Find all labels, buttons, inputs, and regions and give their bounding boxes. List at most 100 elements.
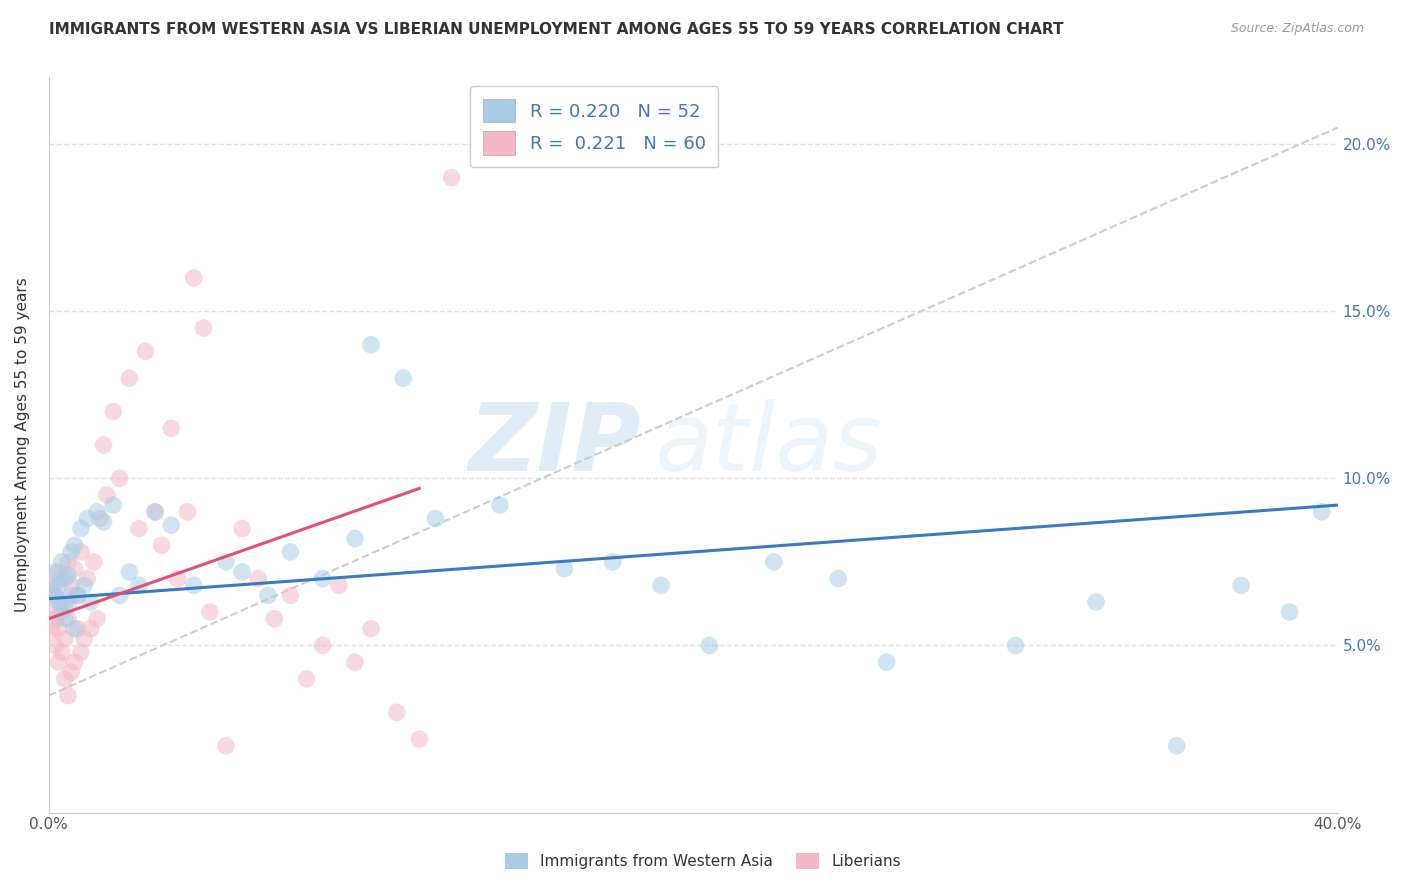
Point: [103, 404, 125, 418]
Point: [41, 578, 63, 592]
Point: [602, 555, 624, 569]
Point: [231, 565, 253, 579]
Point: [51, 555, 73, 569]
Point: [160, 421, 183, 435]
Point: [44, 639, 66, 653]
Point: [143, 505, 166, 519]
Point: [73, 632, 96, 646]
Point: [231, 522, 253, 536]
Point: [48, 655, 70, 669]
Point: [76, 572, 98, 586]
Point: [48, 578, 70, 592]
Point: [60, 545, 83, 559]
Point: [41, 622, 63, 636]
Point: [56, 689, 79, 703]
Point: [79, 595, 101, 609]
Point: [408, 732, 430, 747]
Point: [360, 337, 382, 351]
Point: [183, 271, 205, 285]
Point: [53, 572, 76, 586]
Point: [48, 565, 70, 579]
Point: [53, 595, 76, 609]
Point: [56, 612, 79, 626]
Point: [56, 568, 79, 582]
Point: [280, 545, 302, 559]
Point: [1085, 595, 1108, 609]
Point: [63, 622, 86, 636]
Point: [86, 505, 108, 519]
Point: [76, 511, 98, 525]
Point: [295, 672, 318, 686]
Point: [160, 518, 183, 533]
Point: [176, 505, 198, 519]
Point: [440, 170, 463, 185]
Point: [63, 538, 86, 552]
Point: [93, 515, 115, 529]
Point: [60, 588, 83, 602]
Point: [143, 505, 166, 519]
Point: [134, 344, 156, 359]
Point: [44, 565, 66, 579]
Point: [96, 488, 118, 502]
Point: [311, 639, 333, 653]
Point: [73, 578, 96, 592]
Point: [51, 605, 73, 619]
Point: [311, 572, 333, 586]
Point: [51, 645, 73, 659]
Point: [343, 532, 366, 546]
Point: [108, 471, 131, 485]
Text: ZIP: ZIP: [468, 399, 641, 491]
Point: [257, 588, 280, 602]
Point: [425, 511, 447, 525]
Point: [56, 555, 79, 569]
Point: [827, 572, 849, 586]
Point: [63, 655, 86, 669]
Point: [60, 578, 83, 592]
Point: [128, 578, 150, 592]
Point: [1166, 739, 1188, 753]
Point: [385, 706, 408, 720]
Point: [70, 545, 93, 559]
Point: [53, 632, 76, 646]
Point: [360, 622, 382, 636]
Point: [44, 588, 66, 602]
Point: [1278, 605, 1301, 619]
Point: [103, 498, 125, 512]
Point: [489, 498, 512, 512]
Point: [392, 371, 415, 385]
Point: [66, 588, 89, 602]
Point: [44, 588, 66, 602]
Point: [328, 578, 350, 592]
Legend: Immigrants from Western Asia, Liberians: Immigrants from Western Asia, Liberians: [499, 847, 907, 875]
Point: [51, 599, 73, 613]
Point: [89, 511, 111, 525]
Point: [1310, 505, 1333, 519]
Point: [215, 555, 238, 569]
Point: [1004, 639, 1026, 653]
Point: [198, 605, 221, 619]
Point: [876, 655, 898, 669]
Point: [263, 612, 285, 626]
Point: [44, 612, 66, 626]
Point: [150, 538, 173, 552]
Point: [280, 588, 302, 602]
Legend: R = 0.220   N = 52, R =  0.221   N = 60: R = 0.220 N = 52, R = 0.221 N = 60: [470, 87, 718, 167]
Point: [56, 599, 79, 613]
Y-axis label: Unemployment Among Ages 55 to 59 years: Unemployment Among Ages 55 to 59 years: [15, 277, 30, 613]
Point: [66, 588, 89, 602]
Point: [70, 522, 93, 536]
Point: [1230, 578, 1253, 592]
Point: [118, 371, 141, 385]
Point: [83, 555, 105, 569]
Point: [699, 639, 721, 653]
Point: [79, 622, 101, 636]
Point: [86, 612, 108, 626]
Text: Source: ZipAtlas.com: Source: ZipAtlas.com: [1230, 22, 1364, 36]
Point: [51, 572, 73, 586]
Point: [108, 588, 131, 602]
Point: [70, 645, 93, 659]
Point: [53, 672, 76, 686]
Point: [215, 739, 238, 753]
Point: [183, 578, 205, 592]
Point: [63, 561, 86, 575]
